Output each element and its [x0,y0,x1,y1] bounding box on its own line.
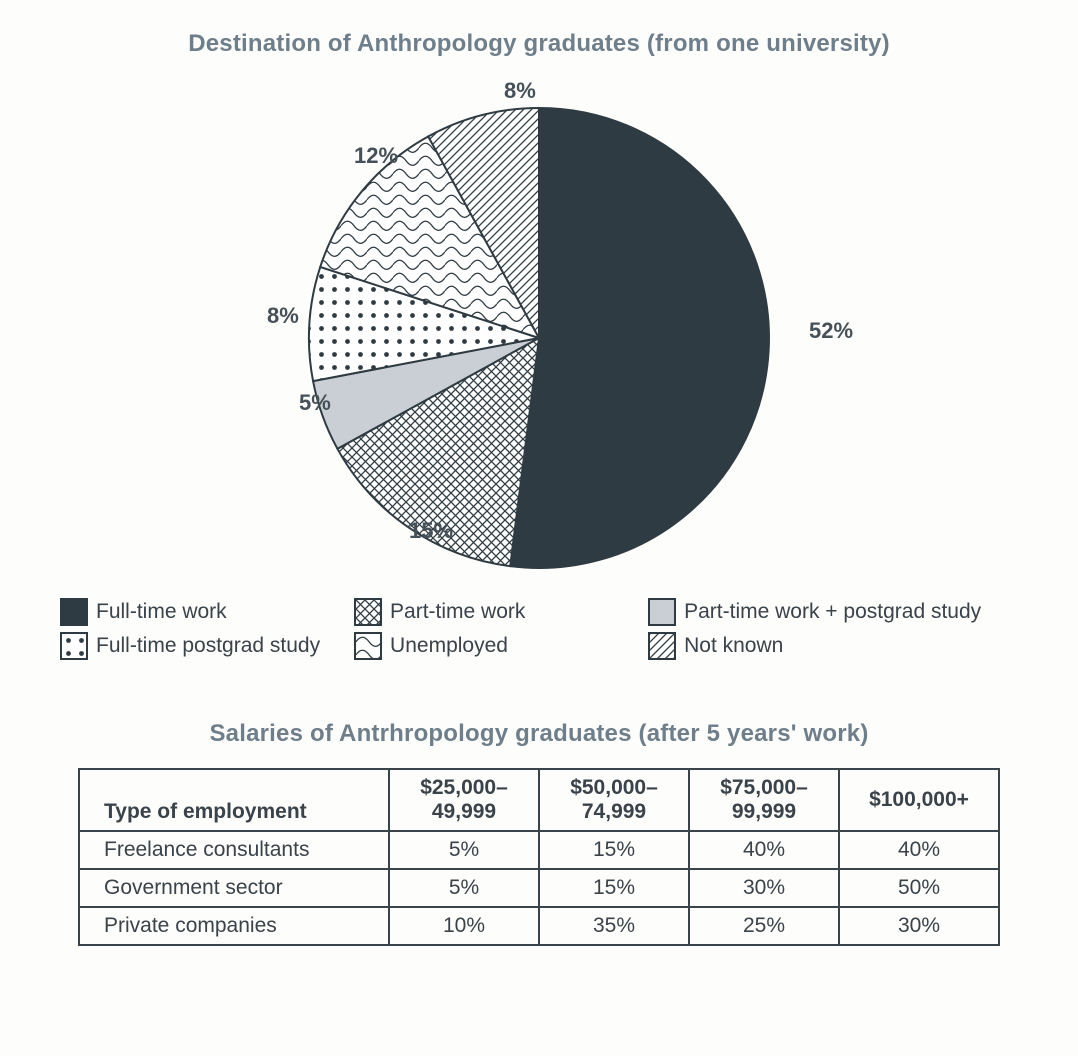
table-cell-1-0: 5% [389,869,539,907]
table-rowlabel-0: Freelance consultants [79,831,389,869]
pie-label-not_known: 8% [504,78,536,104]
legend-label-unemployed: Unemployed [390,634,508,658]
pie-title: Destination of Anthropology graduates (f… [60,30,1018,58]
legend-swatch-part_time_work [354,598,382,626]
table-cell-2-0: 10% [389,907,539,945]
legend-item-unemployed: Unemployed [354,632,640,660]
table-row: Private companies10%35%25%30% [79,907,999,945]
legend-item-full_time_work: Full-time work [60,598,346,626]
table-cell-0-3: 40% [839,831,999,869]
legend-item-pt_work_pg_study: Part-time work + postgrad study [648,598,1020,626]
legend-swatch-ft_postgrad_study [60,632,88,660]
table-title: Salaries of Antrhropology graduates (aft… [60,720,1018,748]
table-header-1: $25,000–49,999 [389,769,539,831]
legend-item-not_known: Not known [648,632,1020,660]
legend-swatch-not_known [648,632,676,660]
table-cell-2-1: 35% [539,907,689,945]
legend-label-pt_work_pg_study: Part-time work + postgrad study [684,600,981,624]
table-cell-2-2: 25% [689,907,839,945]
legend-label-part_time_work: Part-time work [390,600,525,624]
legend-swatch-unemployed [354,632,382,660]
legend-swatch-full_time_work [60,598,88,626]
table-cell-1-1: 15% [539,869,689,907]
table-header-2: $50,000–74,999 [539,769,689,831]
table-cell-2-3: 30% [839,907,999,945]
table-header-3: $75,000–99,999 [689,769,839,831]
table-header-0: Type of employment [79,769,389,831]
pie-legend: Full-time work Part-time work Part-time … [60,598,1020,660]
pie-label-ft_postgrad_study: 8% [267,303,299,329]
table-row: Government sector5%15%30%50% [79,869,999,907]
legend-item-part_time_work: Part-time work [354,598,640,626]
legend-label-ft_postgrad_study: Full-time postgrad study [96,634,320,658]
table-cell-0-2: 40% [689,831,839,869]
pie-chart: 8% 12% 8% 5% 15% 52% [89,78,989,598]
legend-label-not_known: Not known [684,634,783,658]
page-root: Destination of Anthropology graduates (f… [0,0,1078,1006]
table-cell-1-2: 30% [689,869,839,907]
table-row: Freelance consultants5%15%40%40% [79,831,999,869]
legend-swatch-pt_work_pg_study [648,598,676,626]
legend-label-full_time_work: Full-time work [96,600,227,624]
pie-label-unemployed: 12% [354,143,398,169]
table-rowlabel-2: Private companies [79,907,389,945]
table-cell-0-0: 5% [389,831,539,869]
table-cell-1-3: 50% [839,869,999,907]
pie-slice-full_time_work [510,108,769,568]
table-cell-0-1: 15% [539,831,689,869]
pie-label-part_time_work: 15% [409,518,453,544]
table-header-4: $100,000+ [839,769,999,831]
pie-label-pt_work_pg_study: 5% [299,390,331,416]
salary-table: Type of employment$25,000–49,999$50,000–… [78,768,1000,946]
pie-label-full_time_work: 52% [809,318,853,344]
legend-item-ft_postgrad_study: Full-time postgrad study [60,632,346,660]
table-rowlabel-1: Government sector [79,869,389,907]
